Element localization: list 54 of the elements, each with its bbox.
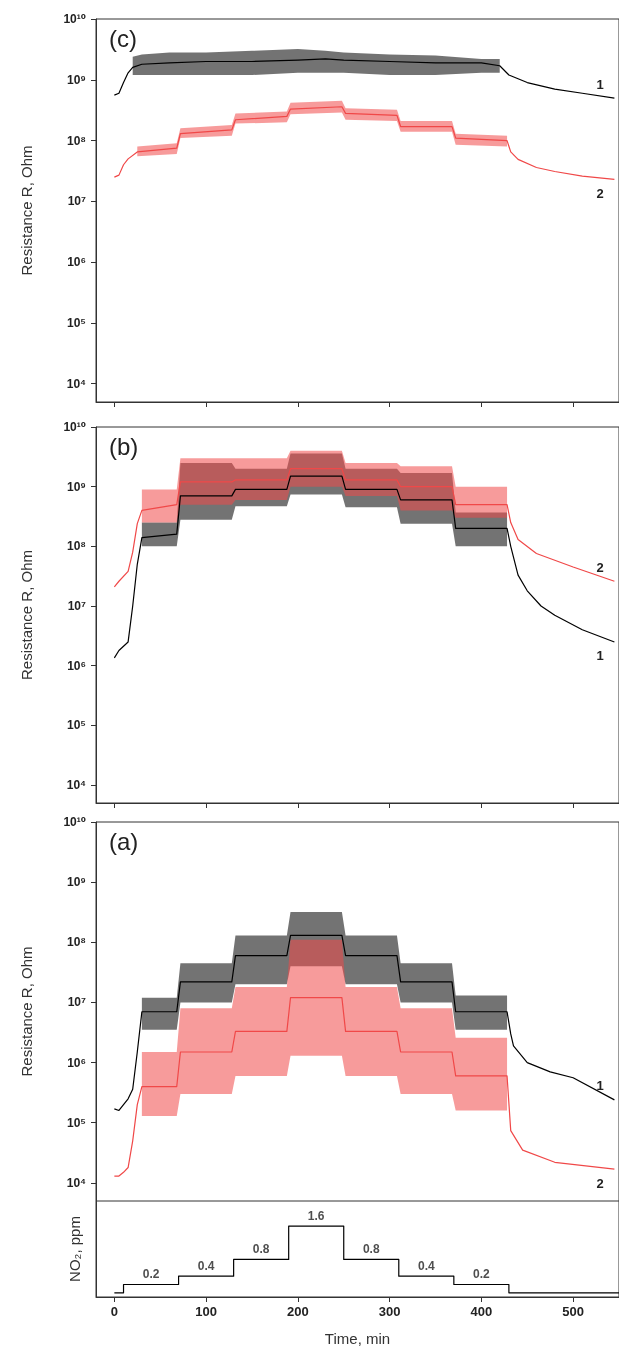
y-tick-label: 10⁴ <box>66 1175 87 1190</box>
y-tick-label: 10⁸ <box>66 935 86 950</box>
y-tick-label: 10⁵ <box>67 315 86 330</box>
x-tick-label: 200 <box>287 1304 309 1319</box>
y-tick-label: 10⁴ <box>66 376 87 391</box>
series-label: 1 <box>596 648 604 664</box>
y-axis-title: Resistance R, Ohm <box>18 946 35 1077</box>
line-series <box>113 58 616 99</box>
data-label: 1.6 <box>307 1209 325 1224</box>
line-series <box>113 475 616 659</box>
y-tick-label: 10⁵ <box>67 1115 86 1130</box>
y-tick-label: 10⁸ <box>66 539 86 554</box>
series-label: 2 <box>596 559 604 575</box>
series-label: 1 <box>596 76 604 92</box>
x-tick-label: 100 <box>195 1304 217 1319</box>
y-axis-title: NO₂, ppm <box>66 1216 83 1282</box>
chart-title: (b) <box>109 432 139 460</box>
data-label: 0.8 <box>252 1242 270 1257</box>
y-tick-label: 10¹⁰ <box>63 420 86 434</box>
x-tick-label: 400 <box>470 1304 493 1319</box>
y-tick-label: 10¹⁰ <box>63 12 86 26</box>
x-tick-label: 300 <box>378 1304 401 1319</box>
data-label: 0.4 <box>197 1259 215 1274</box>
series-label: 2 <box>596 1175 604 1191</box>
y-tick-label: 10⁶ <box>67 658 86 673</box>
data-label: 0.4 <box>417 1259 435 1274</box>
line-series <box>113 468 616 588</box>
y-tick-label: 10⁹ <box>66 875 86 890</box>
y-tick-label: 10¹⁰ <box>63 815 86 829</box>
y-tick-label: 10⁸ <box>66 133 86 148</box>
x-tick-label: 0 <box>110 1304 118 1319</box>
y-tick-label: 10⁷ <box>67 194 87 209</box>
line-series <box>113 106 616 180</box>
y-tick-label: 10⁶ <box>67 255 86 270</box>
y-tick-label: 10⁷ <box>67 995 87 1010</box>
x-axis-title: Time, min <box>324 1330 391 1347</box>
y-tick-label: 10⁹ <box>66 72 86 87</box>
chart-title: (c) <box>109 24 137 52</box>
y-tick-label: 10⁷ <box>67 599 87 614</box>
y-tick-label: 10⁹ <box>66 479 86 494</box>
y-tick-label: 10⁶ <box>67 1055 86 1070</box>
series-label: 2 <box>596 185 604 201</box>
y-axis-title: Resistance R, Ohm <box>18 549 35 681</box>
series-label: 1 <box>596 1078 604 1094</box>
y-tick-label: 10⁴ <box>66 778 87 793</box>
x-tick-label: 500 <box>562 1304 584 1319</box>
data-label: 0.8 <box>362 1242 380 1257</box>
y-tick-label: 10⁵ <box>67 718 86 733</box>
line-series <box>113 934 616 1112</box>
line-series <box>113 997 616 1177</box>
chart-title: (a) <box>109 827 139 855</box>
y-axis-title: Resistance R, Ohm <box>18 145 35 276</box>
data-label: 0.2 <box>142 1267 160 1282</box>
data-label: 0.2 <box>473 1267 491 1282</box>
